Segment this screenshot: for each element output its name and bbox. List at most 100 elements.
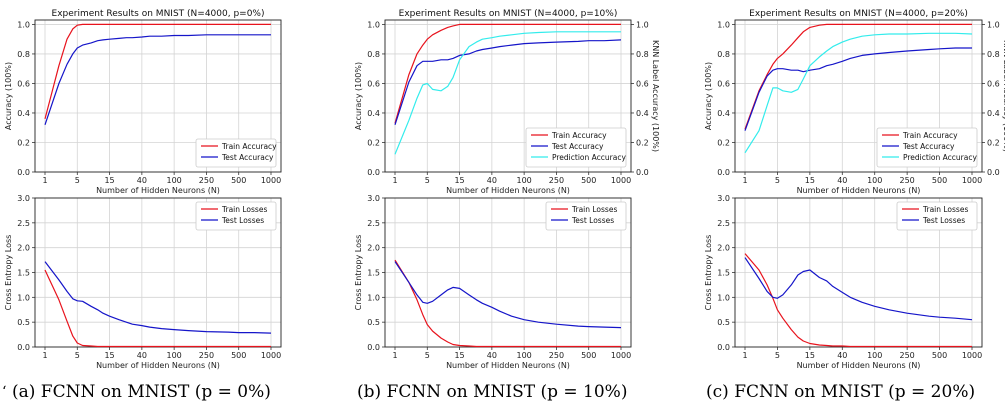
p1-x-axis-label: Number of Hidden Neurons (N)	[446, 186, 570, 195]
p3-ytick-label-3: 1.5	[17, 269, 30, 278]
p1-xtick-label-5: 250	[549, 176, 564, 185]
p4-xtick-label-3: 40	[487, 351, 497, 360]
p1-y2-axis-label: KNN Label Accuracy (100%)	[651, 40, 660, 152]
p3-ytick-label-0: 0.0	[17, 343, 30, 352]
caption-b: (b) FCNN on MNIST (p = 10%)	[357, 382, 628, 402]
p1-y2tick-label-2: 0.4	[636, 109, 649, 118]
p5-ytick-label-4: 2.0	[717, 244, 730, 253]
p3-xtick-label-2: 15	[104, 351, 114, 360]
p1-series-2	[394, 31, 621, 155]
p4-series-1	[394, 261, 622, 329]
p2-y2tick-label-1: 0.2	[987, 138, 1000, 147]
p0-ytick-label-0: 0.0	[17, 168, 30, 177]
p3-x-axis-label: Number of Hidden Neurons (N)	[96, 361, 220, 370]
p3-series-1	[44, 261, 272, 334]
p2-ytick-label-2: 0.4	[717, 109, 730, 118]
p4-legend-label-0: Train Losses	[571, 205, 617, 214]
p2-y-axis-label: Accuracy (100%)	[704, 62, 713, 130]
p1-title: Experiment Results on MNIST (N=4000, p=1…	[399, 9, 618, 19]
p5-legend-label-0: Train Losses	[922, 205, 968, 214]
p1-xtick-label-2: 15	[454, 176, 464, 185]
p2-legend-label-0: Train Accuracy	[902, 131, 958, 140]
p3-legend-label-0: Train Losses	[221, 205, 267, 214]
p4-legend-label-1: Test Losses	[571, 216, 614, 225]
p0-xtick-label-6: 500	[231, 176, 246, 185]
p1-xtick-label-1: 5	[425, 176, 430, 185]
p4-xtick-label-6: 500	[581, 351, 596, 360]
p3-xtick-label-3: 40	[137, 351, 147, 360]
p5-xtick-label-0: 1	[742, 351, 747, 360]
p2-xtick-label-1: 5	[775, 176, 780, 185]
p0-x-axis-label: Number of Hidden Neurons (N)	[96, 186, 220, 195]
stray-quote-mark: ‘	[2, 384, 7, 400]
p3-xtick-label-7: 1000	[261, 351, 281, 360]
p2-ytick-label-4: 0.8	[717, 50, 730, 59]
p5-ytick-label-1: 0.5	[717, 318, 730, 327]
p0-xtick-label-0: 1	[42, 176, 47, 185]
p5-xtick-label-7: 1000	[962, 351, 982, 360]
p2-ytick-label-1: 0.2	[717, 138, 730, 147]
p4-ytick-label-5: 2.5	[367, 219, 380, 228]
p5-xtick-label-5: 250	[900, 351, 915, 360]
p5-ytick-label-2: 1.0	[717, 293, 730, 302]
p2-title: Experiment Results on MNIST (N=4000, p=2…	[749, 9, 968, 19]
p1-ytick-label-0: 0.0	[367, 168, 380, 177]
p5-y-axis-label: Cross Entropy Loss	[704, 235, 713, 311]
p5-xtick-label-3: 40	[837, 351, 847, 360]
p1-xtick-label-7: 1000	[611, 176, 631, 185]
p4-y-axis-label: Cross Entropy Loss	[354, 235, 363, 311]
p1-series-1	[394, 39, 622, 125]
p0-xtick-label-1: 5	[75, 176, 80, 185]
p3-ytick-label-5: 2.5	[17, 219, 30, 228]
p4-xtick-label-7: 1000	[611, 351, 631, 360]
p4-xtick-label-4: 100	[517, 351, 532, 360]
p1-y-axis-label: Accuracy (100%)	[354, 62, 363, 130]
p2-legend-box	[876, 127, 978, 168]
p2-x-axis-label: Number of Hidden Neurons (N)	[797, 186, 921, 195]
p4-ytick-label-4: 2.0	[367, 244, 380, 253]
p2-y2tick-label-4: 0.8	[987, 50, 1000, 59]
p4-xtick-label-5: 250	[549, 351, 564, 360]
p3-xtick-label-5: 250	[199, 351, 214, 360]
p2-ytick-label-3: 0.6	[717, 79, 730, 88]
caption-a: (a) FCNN on MNIST (p = 0%)	[12, 382, 271, 402]
p5-xtick-label-6: 500	[932, 351, 947, 360]
p5-series-1	[744, 257, 973, 321]
p1-xtick-label-0: 1	[392, 176, 397, 185]
p2-y2-axis-label: KNN Label Accuracy (100%)	[1002, 40, 1005, 152]
p4-ytick-label-2: 1.0	[367, 293, 380, 302]
p5-x-axis-label: Number of Hidden Neurons (N)	[797, 361, 921, 370]
p0-xtick-label-7: 1000	[261, 176, 281, 185]
p5-ytick-label-5: 2.5	[717, 219, 730, 228]
p3-ytick-label-4: 2.0	[17, 244, 30, 253]
p2-series-2	[744, 32, 973, 154]
p0-legend-label-0: Train Accuracy	[221, 142, 277, 151]
p0-xtick-label-2: 15	[104, 176, 114, 185]
p4-xtick-label-2: 15	[454, 351, 464, 360]
p1-xtick-label-3: 40	[487, 176, 497, 185]
p0-ytick-label-2: 0.4	[17, 109, 30, 118]
p1-y2tick-label-5: 1.0	[636, 20, 649, 29]
p2-xtick-label-4: 100	[867, 176, 882, 185]
p5-ytick-label-0: 0.0	[717, 343, 730, 352]
p3-xtick-label-4: 100	[167, 351, 182, 360]
p1-y2tick-label-3: 0.6	[636, 79, 649, 88]
p2-y2tick-label-3: 0.6	[987, 79, 1000, 88]
p2-xtick-label-7: 1000	[962, 176, 982, 185]
p3-series-0	[44, 269, 271, 348]
p0-ytick-label-4: 0.8	[17, 50, 30, 59]
p2-y2tick-label-5: 1.0	[987, 20, 1000, 29]
p0-y-axis-label: Accuracy (100%)	[4, 62, 13, 130]
p2-y2tick-label-2: 0.4	[987, 109, 1000, 118]
p3-ytick-label-6: 3.0	[17, 194, 30, 203]
p1-legend-box	[525, 127, 627, 168]
p2-xtick-label-5: 250	[900, 176, 915, 185]
p0-frame	[34, 19, 282, 173]
p0-series-1	[44, 34, 271, 125]
p1-legend-label-1: Test Accuracy	[551, 142, 604, 151]
p3-ytick-label-2: 1.0	[17, 293, 30, 302]
p1-y2tick-label-0: 0.0	[636, 168, 649, 177]
p2-frame	[734, 19, 983, 173]
p4-ytick-label-1: 0.5	[367, 318, 380, 327]
